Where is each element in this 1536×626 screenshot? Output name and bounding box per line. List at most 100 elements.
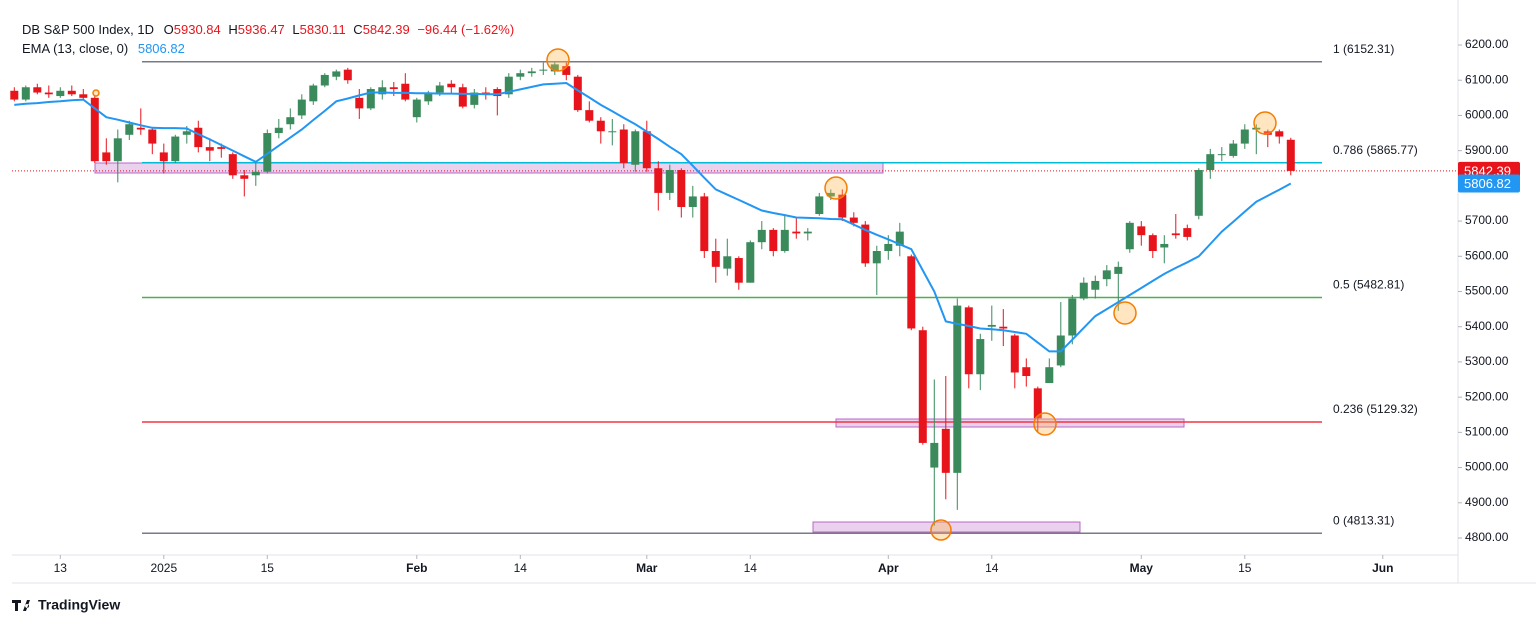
y-tick-label: 5700.00 bbox=[1465, 213, 1509, 227]
candle-body bbox=[1022, 367, 1031, 377]
candle-body bbox=[102, 152, 111, 162]
candle-body bbox=[953, 305, 962, 473]
candle-body bbox=[79, 94, 88, 98]
price-tag-label: 5806.82 bbox=[1464, 176, 1511, 191]
y-tick-label: 5300.00 bbox=[1465, 354, 1509, 368]
change-value: −96.44 (−1.62%) bbox=[417, 22, 514, 37]
candle-body bbox=[263, 133, 272, 172]
candle-body bbox=[746, 242, 755, 283]
candle-body bbox=[585, 110, 594, 121]
candle-body bbox=[654, 168, 663, 193]
highlight-circle bbox=[824, 176, 848, 200]
candle-body bbox=[125, 124, 134, 135]
candle-body bbox=[527, 71, 536, 74]
fib-level-label: 1 (6152.31) bbox=[1333, 42, 1394, 56]
candle-body bbox=[182, 131, 191, 135]
candle-body bbox=[1033, 388, 1042, 419]
candle-body bbox=[895, 231, 904, 246]
price-tag bbox=[1458, 174, 1520, 193]
candle-body bbox=[573, 76, 582, 111]
y-tick-label: 4800.00 bbox=[1465, 530, 1509, 544]
candle-body bbox=[642, 131, 651, 169]
candle-body bbox=[734, 258, 743, 283]
fib-level-label: 0 (4813.31) bbox=[1333, 513, 1394, 527]
candle-body bbox=[1229, 143, 1238, 156]
candle-body bbox=[516, 73, 525, 77]
x-tick-label: Apr bbox=[878, 561, 899, 575]
y-tick-label: 5100.00 bbox=[1465, 425, 1509, 439]
indicator-value: 5806.82 bbox=[138, 41, 185, 56]
y-tick-label: 6200.00 bbox=[1465, 37, 1509, 51]
candle-body bbox=[424, 92, 433, 102]
candle-body bbox=[1194, 170, 1203, 216]
candle-body bbox=[1206, 154, 1215, 171]
candle-body bbox=[33, 87, 42, 93]
candle-body bbox=[964, 307, 973, 375]
indicator-name: EMA (13, close, 0) bbox=[22, 41, 128, 56]
highlight-dot bbox=[92, 89, 100, 97]
x-tick-label: Feb bbox=[406, 561, 427, 575]
y-tick-label: 5200.00 bbox=[1465, 389, 1509, 403]
fib-level-label: 0.786 (5865.77) bbox=[1333, 143, 1418, 157]
candle-body bbox=[504, 76, 513, 95]
ohlc-label: C bbox=[353, 22, 362, 37]
candle-body bbox=[884, 243, 893, 252]
candle-body bbox=[21, 87, 30, 100]
highlight-circle bbox=[1113, 301, 1137, 325]
candle-body bbox=[274, 127, 283, 134]
x-tick-label: May bbox=[1130, 561, 1154, 575]
plot-layer: 4800.00 4900.00 5000.00 5100.00 5200.00 5300.… bbox=[10, 37, 1509, 575]
candle-body bbox=[1091, 280, 1100, 290]
candle-body bbox=[90, 97, 99, 162]
candle-body bbox=[1183, 228, 1192, 237]
zone-box bbox=[835, 418, 1185, 428]
candle-body bbox=[907, 256, 916, 329]
candle-body bbox=[412, 99, 421, 118]
candle-body bbox=[1010, 335, 1019, 373]
candle-body bbox=[562, 66, 571, 75]
candle-body bbox=[217, 147, 226, 149]
candle-body bbox=[665, 170, 674, 193]
candle-body bbox=[355, 97, 364, 109]
candle-body bbox=[918, 330, 927, 443]
candle-body bbox=[171, 136, 180, 162]
candle-body bbox=[1125, 222, 1134, 250]
candle-body bbox=[987, 324, 996, 327]
y-tick-label: 6100.00 bbox=[1465, 72, 1509, 86]
candle-body bbox=[872, 251, 881, 264]
candle-body bbox=[803, 231, 812, 234]
candle-body bbox=[700, 196, 709, 252]
fib-level-label: 0.5 (5482.81) bbox=[1333, 278, 1404, 292]
ohlc-label: H bbox=[228, 22, 237, 37]
x-tick-label: 14 bbox=[744, 561, 758, 575]
candle-body bbox=[688, 196, 697, 207]
y-tick-label: 4900.00 bbox=[1465, 495, 1509, 509]
candle-body bbox=[401, 83, 410, 100]
x-tick-label: 14 bbox=[514, 561, 528, 575]
highlight-circle bbox=[930, 519, 952, 541]
candle-body bbox=[309, 85, 318, 102]
ohlc-value: 5830.11 bbox=[300, 22, 346, 37]
x-tick-label: 2025 bbox=[150, 561, 177, 575]
candle-body bbox=[1045, 367, 1054, 384]
candle-body bbox=[1137, 226, 1146, 236]
candle-body bbox=[1275, 131, 1284, 137]
x-tick-label: Mar bbox=[636, 561, 658, 575]
candle-body bbox=[631, 131, 640, 165]
candle-body bbox=[815, 196, 824, 215]
ohlc-value: 5842.39 bbox=[363, 22, 410, 37]
candle-body bbox=[838, 194, 847, 218]
brand-logo: TradingView bbox=[12, 597, 120, 613]
candle-body bbox=[1114, 266, 1123, 274]
candle-body bbox=[378, 87, 387, 95]
candle-body bbox=[435, 85, 444, 93]
x-tick-label: Jun bbox=[1372, 561, 1393, 575]
candle-body bbox=[205, 147, 214, 151]
x-tick-label: 13 bbox=[54, 561, 68, 575]
candle-body bbox=[458, 87, 467, 107]
candle-body bbox=[608, 131, 617, 133]
candle-body bbox=[148, 129, 157, 144]
x-tick-label: 14 bbox=[985, 561, 999, 575]
candle-body bbox=[240, 175, 249, 179]
